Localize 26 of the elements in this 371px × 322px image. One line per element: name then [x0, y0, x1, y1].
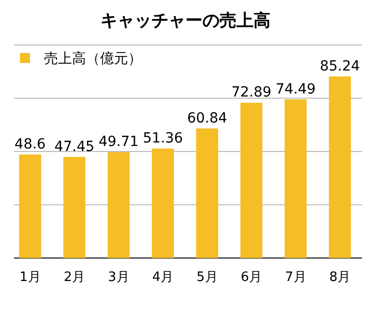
x-tick-label: 4月: [152, 270, 174, 285]
data-label: 60.84: [187, 110, 228, 126]
x-tick-label: 3月: [108, 270, 130, 285]
data-label: 51.36: [142, 130, 183, 147]
data-label: 72.89: [231, 84, 272, 101]
data-label: 49.71: [98, 134, 139, 150]
data-label: 74.49: [276, 81, 316, 98]
x-tick-label: 2月: [64, 270, 86, 285]
chart-title: キャッチャーの売上高: [100, 11, 270, 31]
bar: [196, 128, 218, 258]
x-tick-label: 6月: [240, 270, 262, 285]
bar: [63, 156, 86, 258]
data-label: 48.6: [14, 136, 46, 152]
bar: [108, 152, 130, 258]
data-label: 47.45: [54, 138, 94, 155]
data-label: 85.24: [320, 58, 360, 74]
x-tick-label: 1月: [19, 270, 41, 285]
bar: [284, 99, 307, 258]
bar: [240, 102, 262, 258]
bar: [328, 76, 351, 258]
bar: [152, 148, 174, 258]
bar: [19, 154, 42, 258]
x-tick-label: 8月: [329, 270, 351, 285]
x-tick-label: 5月: [196, 270, 218, 285]
legend-label: 売上高（億元）: [44, 51, 142, 67]
x-tick-label: 7月: [284, 270, 306, 285]
